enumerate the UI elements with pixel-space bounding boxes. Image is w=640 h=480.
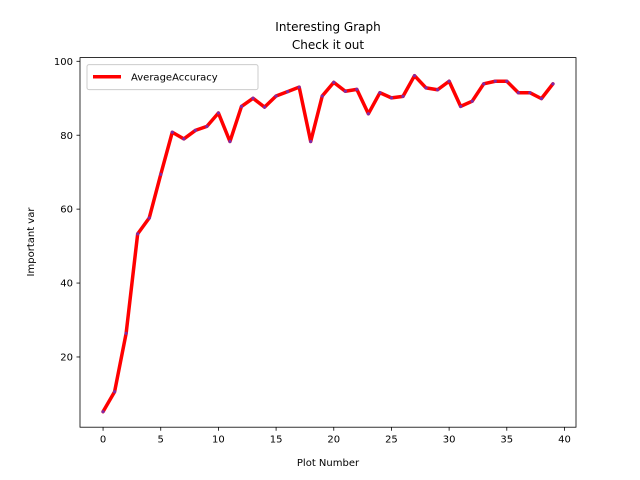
x-tick-label: 40	[558, 435, 571, 446]
data-point	[170, 130, 174, 134]
data-point	[378, 91, 382, 95]
y-axis-label: Important var	[26, 207, 37, 277]
data-point	[343, 89, 347, 93]
x-tick-label: 5	[158, 435, 164, 446]
x-tick-label: 35	[500, 435, 513, 446]
data-point	[389, 96, 394, 100]
data-point	[412, 74, 417, 78]
data-point	[470, 99, 474, 103]
data-point	[355, 87, 359, 91]
data-point	[447, 79, 451, 83]
legend-label: AverageAccuracy	[131, 73, 218, 84]
data-point	[262, 105, 267, 109]
data-point	[551, 82, 555, 86]
y-tick-label: 40	[60, 279, 73, 290]
data-point	[424, 86, 428, 90]
y-tick-label: 100	[54, 57, 73, 68]
x-tick-label: 15	[270, 435, 283, 446]
data-point	[539, 97, 544, 101]
data-point	[193, 128, 197, 133]
chart-subtitle: Check it out	[292, 38, 365, 52]
data-point	[459, 104, 463, 108]
chart-title: Interesting Graph	[275, 20, 380, 34]
data-point	[482, 82, 486, 86]
data-point	[286, 90, 290, 94]
series-line-0	[101, 73, 555, 414]
data-point	[113, 390, 117, 394]
data-point	[216, 111, 221, 115]
data-point	[205, 124, 209, 128]
plot-frame	[79, 57, 577, 428]
data-point	[320, 94, 324, 98]
y-axis-ticks: 20 40 60 80 100	[54, 57, 80, 364]
data-point	[297, 85, 301, 89]
plot-area	[80, 57, 576, 428]
x-axis-ticks: 0 5 10 15 20 25 30 35 40	[100, 427, 571, 446]
data-point	[228, 139, 232, 144]
x-tick-label: 0	[100, 435, 106, 446]
data-point	[528, 91, 532, 95]
data-point	[124, 331, 128, 335]
data-point	[505, 79, 509, 83]
data-point	[101, 410, 105, 414]
data-point	[493, 79, 497, 83]
y-tick-label: 20	[60, 353, 73, 364]
y-tick-label: 60	[60, 205, 73, 216]
y-tick-label: 80	[60, 131, 73, 142]
data-point	[401, 94, 405, 99]
data-point	[309, 139, 313, 144]
data-point	[274, 94, 278, 98]
series-layer	[101, 73, 555, 414]
x-tick-label: 20	[327, 435, 340, 446]
data-point	[366, 112, 370, 116]
data-point	[136, 232, 140, 236]
data-point	[251, 96, 255, 100]
data-point	[239, 104, 244, 108]
legend: AverageAccuracy	[86, 64, 259, 91]
data-point	[182, 137, 186, 141]
x-tick-label: 25	[385, 435, 398, 446]
data-point	[147, 216, 151, 220]
data-point	[159, 172, 163, 176]
data-point	[516, 91, 520, 95]
data-point	[435, 88, 440, 92]
data-point	[332, 80, 336, 84]
x-tick-label: 10	[212, 435, 225, 446]
x-tick-label: 30	[443, 435, 456, 446]
legend-frame	[86, 64, 259, 91]
x-axis-label: Plot Number	[297, 458, 360, 469]
